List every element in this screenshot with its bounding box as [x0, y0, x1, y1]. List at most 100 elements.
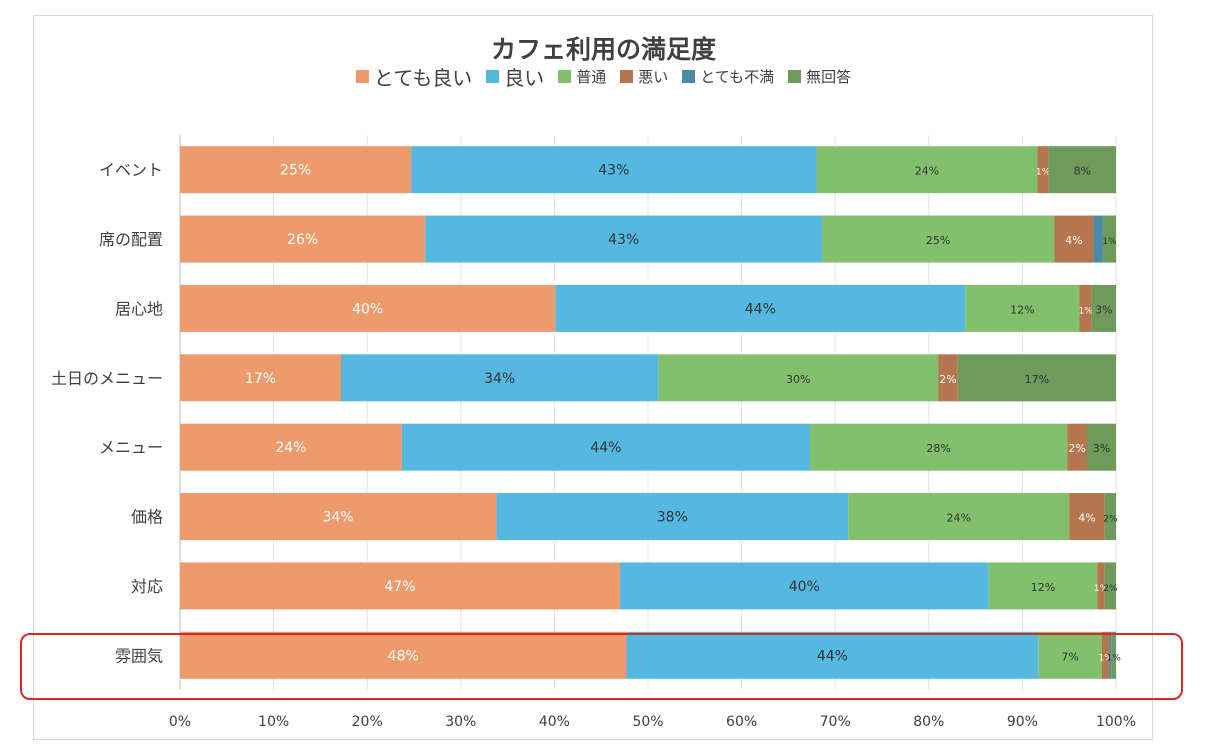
bar-segment: [809, 423, 1068, 471]
data-label: 43%: [608, 232, 639, 248]
data-label: 47%: [384, 579, 415, 595]
data-label: 40%: [789, 579, 820, 595]
legend-item: とても不満: [682, 66, 774, 87]
bar-segment: [965, 284, 1080, 332]
data-label: 43%: [598, 163, 629, 179]
data-label: 8%: [1074, 165, 1091, 178]
legend-item: とても良い: [355, 62, 473, 91]
x-tick-label: 90%: [1007, 714, 1038, 730]
bar-segment: [180, 146, 412, 194]
data-label: 24%: [915, 165, 939, 178]
data-label: 1%: [1094, 584, 1109, 594]
data-label: 24%: [275, 440, 306, 456]
legend-swatch: [486, 70, 500, 83]
bar-segment: [1048, 146, 1116, 194]
data-label: 44%: [817, 648, 848, 664]
bar-segment: [1109, 631, 1112, 679]
bar-segment: [1102, 215, 1116, 263]
chart-title: カフェ利用の満足度: [490, 35, 716, 64]
legend-item: 普通: [558, 66, 606, 87]
bar-segment: [626, 631, 1039, 679]
bar-segment: [401, 423, 810, 471]
category-label: メニュー: [99, 438, 163, 457]
bar-segment: [1086, 423, 1116, 471]
data-label: 3%: [1093, 442, 1110, 455]
bar-segment: [1104, 562, 1116, 610]
data-label: 1%: [1102, 237, 1117, 247]
bar-segment: [988, 562, 1098, 610]
bar-segment: [957, 354, 1116, 402]
data-label: 17%: [1025, 373, 1049, 386]
data-label: 1%: [1099, 653, 1114, 663]
highlight-box: [20, 633, 1183, 700]
category-label: 土日のメニュー: [51, 369, 163, 388]
legend-item: 悪い: [620, 66, 668, 87]
x-tick-label: 30%: [445, 714, 476, 730]
data-label: 30%: [786, 373, 810, 386]
category-label: 対応: [131, 577, 163, 596]
bar-segment: [340, 354, 659, 402]
category-label: イベント: [99, 161, 163, 180]
chart-legend: とても良い 良い 普通 悪い とても不満 無回答: [0, 62, 1207, 91]
legend-swatch: [355, 70, 369, 83]
bar-segment: [1091, 284, 1116, 332]
legend-swatch: [620, 70, 634, 83]
data-label: 24%: [947, 512, 971, 525]
data-label: 25%: [926, 234, 950, 247]
bar-segment: [180, 284, 556, 332]
data-label: 1%: [1107, 653, 1122, 663]
x-tick-label: 100%: [1096, 714, 1136, 730]
legend-label: 悪い: [638, 68, 669, 86]
data-label: 7%: [1061, 650, 1078, 663]
bar-segment: [425, 215, 823, 263]
data-label: 12%: [1010, 303, 1034, 316]
x-tick-label: 70%: [820, 714, 851, 730]
bar-segment: [1069, 493, 1105, 541]
legend-label: とても不満: [700, 68, 775, 86]
bar-segment: [496, 493, 849, 541]
legend-label: とても良い: [373, 66, 473, 90]
data-label: 48%: [388, 648, 419, 664]
data-label: 2%: [1068, 442, 1085, 455]
data-label: 44%: [590, 440, 621, 456]
category-label: 席の配置: [99, 230, 163, 249]
legend-item: 無回答: [788, 66, 851, 87]
legend-item: 良い: [486, 62, 544, 91]
bar-segment: [816, 146, 1038, 194]
data-label: 17%: [245, 371, 276, 387]
data-label: 38%: [657, 510, 688, 526]
data-label: 26%: [287, 232, 318, 248]
x-tick-label: 20%: [352, 714, 383, 730]
data-label: 34%: [484, 371, 515, 387]
bar-segment: [658, 354, 939, 402]
bar-segment: [822, 215, 1055, 263]
bar-segment: [411, 146, 817, 194]
bar-segment: [1079, 284, 1092, 332]
bar-segment: [180, 562, 620, 610]
data-label: 4%: [1078, 512, 1095, 525]
data-label: 2%: [939, 373, 956, 386]
x-tick-label: 40%: [539, 714, 570, 730]
data-label: 34%: [323, 510, 354, 526]
legend-label: 良い: [504, 66, 545, 90]
legend-swatch: [788, 70, 802, 83]
bar-segment: [1093, 215, 1103, 263]
data-label: 25%: [280, 163, 311, 179]
bar-segment: [180, 423, 402, 471]
bar-segment: [848, 493, 1070, 541]
x-tick-label: 10%: [258, 714, 289, 730]
legend-swatch: [558, 70, 572, 83]
bar-segment: [619, 562, 989, 610]
data-label: 1%: [1078, 306, 1093, 316]
bar-segment: [180, 631, 627, 679]
data-label: 28%: [926, 442, 950, 455]
legend-label: 無回答: [806, 68, 852, 86]
legend-label: 普通: [576, 68, 607, 86]
data-label: 3%: [1095, 303, 1112, 316]
data-label: 2%: [1103, 584, 1118, 594]
bar-segment: [180, 354, 341, 402]
bar-segment: [555, 284, 966, 332]
bar-segment: [1037, 146, 1049, 194]
data-label: 40%: [352, 301, 383, 317]
data-label: 12%: [1031, 581, 1055, 594]
